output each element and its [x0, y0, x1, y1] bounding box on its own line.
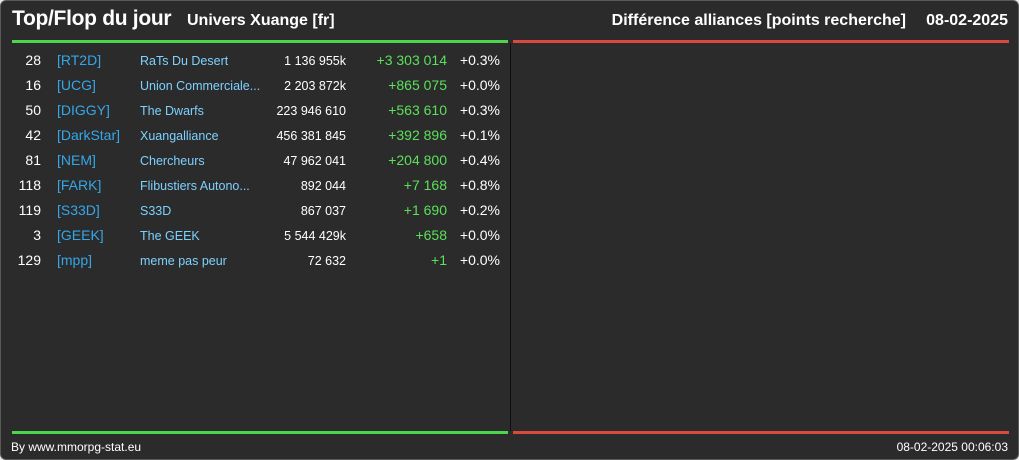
rank-cell: 119 — [18, 202, 41, 218]
percent-cell: +0.0% — [459, 77, 500, 93]
points-cell: 867 037 — [300, 204, 346, 218]
alliance-tag-link[interactable]: [DarkStar] — [57, 127, 121, 143]
diff-cell: +392 896 — [388, 127, 447, 143]
percent-cell: +0.3% — [459, 52, 500, 68]
table-row: 3 [GEEK] The GEEK 5 544 429k +658 +0.0% — [12, 223, 508, 248]
top-section-bar-bottom — [12, 431, 508, 434]
points-cell: 1 136 955k — [284, 54, 346, 68]
top-list: 28 [RT2D] RaTs Du Desert 1 136 955k +3 303 0… — [12, 48, 508, 273]
source-link[interactable]: By www.mmorpg-stat.eu — [11, 440, 142, 454]
metric-label: Différence alliances [points recherche] — [611, 12, 906, 29]
rank-cell: 3 — [33, 227, 41, 243]
points-cell: 2 203 872k — [284, 79, 346, 93]
alliance-name-link[interactable]: Union Commerciale... — [140, 79, 261, 93]
percent-cell: +0.4% — [459, 152, 500, 168]
rank-cell: 118 — [18, 177, 41, 193]
table-row: 28 [RT2D] RaTs Du Desert 1 136 955k +3 303 0… — [12, 48, 508, 73]
percent-cell: +0.2% — [459, 202, 500, 218]
table-row: 118 [FARK] Flibustiers Autono... 892 044 +7 … — [12, 173, 508, 198]
alliance-tag-link[interactable]: [NEM] — [57, 152, 96, 168]
rank-cell: 42 — [25, 127, 41, 143]
rank-cell: 81 — [25, 152, 41, 168]
column-divider — [510, 43, 511, 431]
alliance-tag-link[interactable]: [RT2D] — [57, 52, 102, 68]
alliance-tag-link[interactable]: [S33D] — [57, 202, 100, 218]
points-cell: 72 632 — [307, 254, 346, 268]
alliance-tag-link[interactable]: [GEEK] — [57, 227, 104, 243]
percent-cell: +0.0% — [459, 227, 500, 243]
page-title: Top/Flop du jour — [12, 7, 172, 30]
alliance-name-link[interactable]: The Dwarfs — [140, 104, 204, 118]
diff-cell: +1 690 — [403, 202, 447, 218]
table-row: 81 [NEM] Chercheurs 47 962 041 +204 800 +0.4% — [12, 148, 508, 173]
flop-section-bar — [513, 40, 1009, 43]
points-cell: 892 044 — [300, 179, 346, 193]
alliance-name-link[interactable]: S33D — [140, 204, 172, 218]
flop-section-bar-bottom — [513, 431, 1009, 434]
alliance-name-link[interactable]: Flibustiers Autono... — [140, 179, 250, 193]
top-section-bar — [12, 40, 508, 43]
alliance-name-link[interactable]: meme pas peur — [140, 254, 227, 268]
rank-cell: 129 — [17, 252, 41, 268]
diff-cell: +1 — [431, 252, 447, 268]
alliance-tag-link[interactable]: [DIGGY] — [57, 102, 110, 118]
diff-cell: +563 610 — [388, 102, 447, 118]
diff-cell: +7 168 — [403, 177, 447, 193]
alliance-tag-link[interactable]: [FARK] — [57, 177, 102, 193]
table-row: 50 [DIGGY] The Dwarfs 223 946 610 +563 610 +0… — [12, 98, 508, 123]
diff-cell: +3 303 014 — [376, 52, 447, 68]
table-row: 16 [UCG] Union Commerciale... 2 203 872k +86… — [12, 73, 508, 98]
percent-cell: +0.1% — [459, 127, 500, 143]
points-cell: 456 381 845 — [276, 129, 346, 143]
rank-cell: 16 — [25, 77, 41, 93]
date-label: 08-02-2025 — [926, 12, 1008, 29]
table-row: 42 [DarkStar] Xuangalliance 456 381 845 +392… — [12, 123, 508, 148]
rank-cell: 28 — [25, 52, 41, 68]
alliance-name-link[interactable]: RaTs Du Desert — [140, 54, 229, 68]
generated-timestamp: 08-02-2025 00:06:03 — [896, 440, 1008, 454]
points-cell: 5 544 429k — [284, 229, 346, 243]
alliance-name-link[interactable]: Xuangalliance — [140, 129, 219, 143]
diff-cell: +658 — [415, 227, 447, 243]
alliance-name-link[interactable]: The GEEK — [140, 229, 200, 243]
diff-cell: +204 800 — [388, 152, 447, 168]
points-cell: 223 946 610 — [276, 104, 346, 118]
table-row: 119 [S33D] S33D 867 037 +1 690 +0.2% — [12, 198, 508, 223]
alliance-name-link[interactable]: Chercheurs — [140, 154, 205, 168]
universe-label: Univers Xuange [fr] — [187, 12, 335, 29]
percent-cell: +0.0% — [459, 252, 500, 268]
diff-cell: +865 075 — [388, 77, 447, 93]
table-row: 129 [mpp] meme pas peur 72 632 +1 +0.0% — [12, 248, 508, 273]
percent-cell: +0.3% — [459, 102, 500, 118]
alliance-tag-link[interactable]: [mpp] — [57, 252, 93, 268]
rank-cell: 50 — [25, 102, 41, 118]
alliance-tag-link[interactable]: [UCG] — [57, 77, 96, 93]
points-cell: 47 962 041 — [283, 154, 346, 168]
percent-cell: +0.8% — [459, 177, 500, 193]
